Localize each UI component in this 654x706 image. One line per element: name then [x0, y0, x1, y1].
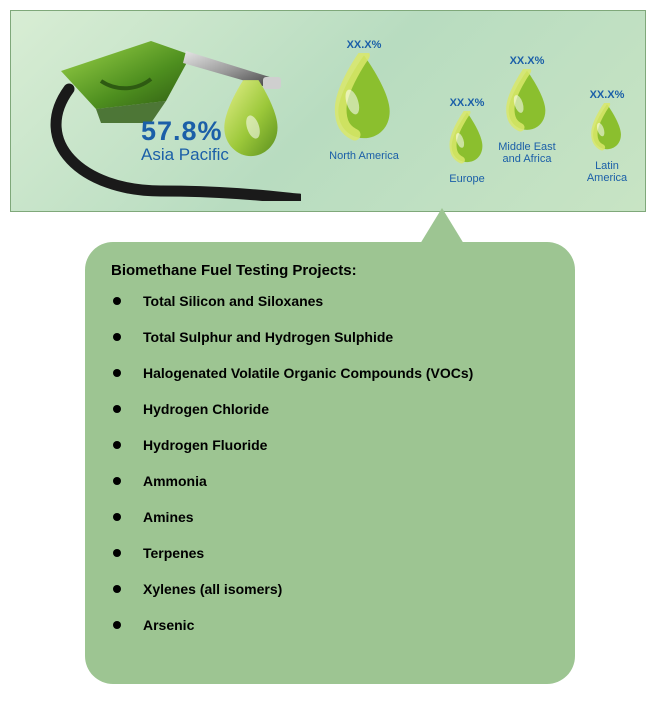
region-percent: XX.X%: [321, 39, 407, 51]
region-label: North America: [321, 150, 407, 163]
list-item-label: Xylenes (all isomers): [143, 581, 282, 597]
bullet-icon: [113, 585, 121, 593]
region-label: Middle Eastand Africa: [491, 141, 563, 166]
list-item-label: Ammonia: [143, 473, 207, 489]
list-item: Hydrogen Fluoride: [113, 437, 549, 453]
list-item: Total Silicon and Siloxanes: [113, 293, 549, 309]
list-item: Terpenes: [113, 545, 549, 561]
bullet-icon: [113, 441, 121, 449]
bullet-icon: [113, 405, 121, 413]
list-item-label: Total Silicon and Siloxanes: [143, 293, 323, 309]
card-title: Biomethane Fuel Testing Projects:: [111, 262, 549, 279]
list-item-label: Amines: [143, 509, 194, 525]
list-item: Amines: [113, 509, 549, 525]
list-item-label: Arsenic: [143, 617, 194, 633]
list-item-label: Terpenes: [143, 545, 204, 561]
region-label: LatinAmerica: [571, 160, 643, 185]
region-label: Europe: [431, 173, 503, 186]
asia-percent: 57.8%: [141, 116, 229, 147]
list-item: Ammonia: [113, 473, 549, 489]
bullet-icon: [113, 369, 121, 377]
testing-projects-list: Total Silicon and Siloxanes Total Sulphur…: [111, 293, 549, 633]
bullet-icon: [113, 297, 121, 305]
drop-icon: [321, 53, 407, 146]
region-stat-north-america: XX.X% North America: [321, 39, 407, 162]
drop-icon: [491, 69, 563, 137]
list-item: Total Sulphur and Hydrogen Sulphide: [113, 329, 549, 345]
asia-pacific-stat: 57.8% Asia Pacific: [141, 116, 229, 165]
asia-region-label: Asia Pacific: [141, 145, 229, 165]
list-item-label: Hydrogen Fluoride: [143, 437, 267, 453]
region-percent: XX.X%: [571, 89, 643, 101]
list-item: Halogenated Volatile Organic Compounds (…: [113, 365, 549, 381]
callout-pointer: [420, 208, 464, 244]
region-stat-latin-america: XX.X% LatinAmerica: [571, 89, 643, 185]
region-percent: XX.X%: [491, 55, 563, 67]
infographic-banner: 57.8% Asia Pacific XX.X% North AmericaXX…: [10, 10, 646, 212]
bullet-icon: [113, 477, 121, 485]
bullet-icon: [113, 513, 121, 521]
bullet-icon: [113, 333, 121, 341]
list-item: Arsenic: [113, 617, 549, 633]
bullet-icon: [113, 549, 121, 557]
bullet-icon: [113, 621, 121, 629]
drop-icon: [571, 103, 643, 156]
list-item-label: Hydrogen Chloride: [143, 401, 269, 417]
list-item: Hydrogen Chloride: [113, 401, 549, 417]
list-item-label: Halogenated Volatile Organic Compounds (…: [143, 365, 473, 381]
region-stat-mea: XX.X% Middle Eastand Africa: [491, 55, 563, 166]
list-item-label: Total Sulphur and Hydrogen Sulphide: [143, 329, 393, 345]
testing-projects-card: Biomethane Fuel Testing Projects: Total …: [85, 242, 575, 684]
list-item: Xylenes (all isomers): [113, 581, 549, 597]
